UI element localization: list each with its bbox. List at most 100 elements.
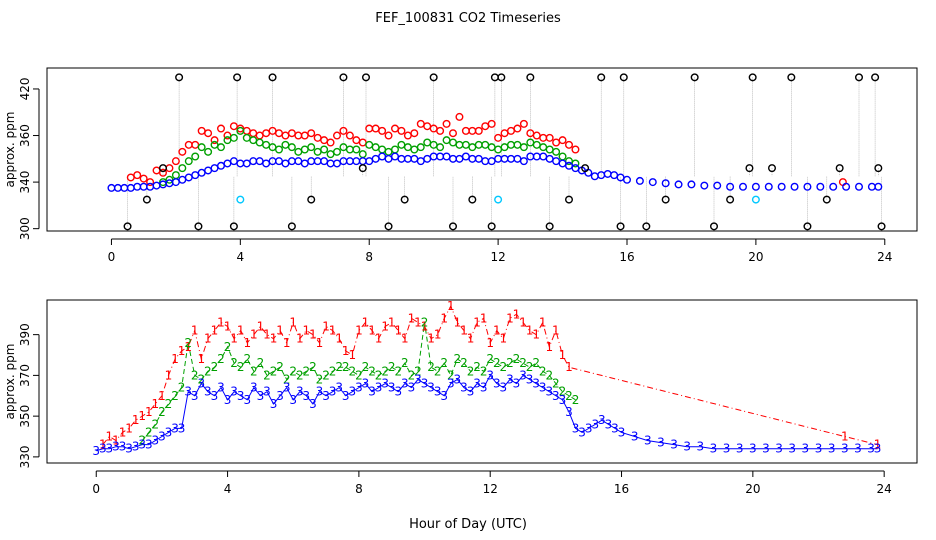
data-point-s0 — [519, 119, 528, 128]
data-point-s1 — [474, 140, 483, 149]
data-point-s0: 1 — [230, 332, 238, 346]
data-point-s2: 3 — [611, 421, 619, 435]
data-point-s2: 3 — [598, 413, 606, 427]
data-point-s2: 3 — [683, 440, 691, 454]
data-point-s2: 3 — [434, 385, 442, 399]
data-point-s2 — [764, 182, 773, 191]
data-point-s2: 3 — [670, 438, 678, 452]
data-point-s2 — [120, 183, 129, 192]
data-point-s3 — [362, 73, 371, 82]
data-point-s0 — [539, 133, 548, 142]
data-point-s1 — [558, 152, 567, 161]
data-point-s2 — [345, 157, 354, 166]
data-point-s1 — [178, 164, 187, 173]
data-point-s0: 1 — [467, 332, 475, 346]
data-point-s1 — [397, 140, 406, 149]
data-point-s0 — [300, 131, 309, 140]
data-point-s3 — [449, 222, 458, 231]
data-point-s1: 2 — [257, 356, 265, 370]
data-point-s0: 1 — [237, 324, 245, 338]
data-point-s0 — [191, 140, 200, 149]
data-point-s1 — [371, 143, 380, 152]
data-point-s3 — [233, 73, 242, 82]
data-point-s1: 2 — [480, 364, 488, 378]
data-point-s2 — [320, 157, 329, 166]
data-point-s3 — [487, 222, 496, 231]
data-point-s0: 1 — [552, 324, 560, 338]
y-tick-label: 360 — [18, 124, 32, 147]
data-point-s1 — [313, 147, 322, 156]
data-point-s2: 3 — [749, 442, 757, 456]
data-point-s0 — [513, 124, 522, 133]
data-point-s2 — [216, 161, 225, 170]
data-point-s1: 2 — [500, 360, 508, 374]
data-point-s2: 3 — [224, 393, 232, 407]
data-point-s0: 1 — [165, 368, 173, 382]
series-line-0 — [102, 304, 878, 446]
data-point-s2 — [236, 159, 245, 168]
data-point-s1: 2 — [158, 405, 166, 419]
data-point-s1 — [294, 147, 303, 156]
data-point-s1: 2 — [178, 381, 186, 395]
data-point-s0 — [507, 126, 516, 135]
data-point-s0: 1 — [513, 307, 521, 321]
data-point-s2 — [803, 182, 812, 191]
data-point-s0 — [423, 122, 432, 131]
data-point-s1: 2 — [506, 356, 514, 370]
data-point-s2 — [597, 171, 606, 180]
data-point-s2: 3 — [99, 442, 107, 456]
data-point-s1: 2 — [427, 360, 435, 374]
data-point-s2: 3 — [250, 381, 258, 395]
data-point-s0 — [139, 174, 148, 183]
data-point-s1: 2 — [184, 336, 192, 350]
data-point-s0: 1 — [486, 336, 494, 350]
data-point-s0: 1 — [158, 389, 166, 403]
data-point-s1: 2 — [191, 368, 199, 382]
data-point-s1 — [216, 143, 225, 152]
x-axis-title: Hour of Day (UTC) — [409, 517, 527, 532]
data-point-s2 — [751, 182, 760, 191]
data-point-s1: 2 — [309, 360, 317, 374]
data-point-s2: 3 — [184, 385, 192, 399]
data-point-s2: 3 — [526, 372, 534, 386]
data-point-s0 — [558, 136, 567, 145]
data-point-s2 — [416, 157, 425, 166]
data-point-s0: 1 — [559, 348, 567, 362]
data-point-s2 — [365, 157, 374, 166]
data-point-s2: 3 — [394, 385, 402, 399]
data-point-s2: 3 — [237, 389, 245, 403]
data-point-s2 — [210, 164, 219, 173]
data-point-s3 — [710, 222, 719, 231]
data-point-s2: 3 — [211, 389, 219, 403]
data-point-s2 — [623, 175, 632, 184]
data-point-s3 — [726, 195, 735, 204]
data-point-s0: 1 — [250, 328, 258, 342]
data-point-s2: 3 — [532, 377, 540, 391]
data-point-s0 — [352, 136, 361, 145]
data-point-s0: 1 — [184, 340, 192, 354]
data-point-s1: 2 — [138, 434, 146, 448]
data-point-s2 — [184, 173, 193, 182]
data-point-s0 — [565, 140, 574, 149]
data-point-s1: 2 — [322, 368, 330, 382]
data-point-s2: 3 — [788, 442, 796, 456]
data-point-s2: 3 — [828, 442, 836, 456]
data-point-s3 — [229, 222, 238, 231]
data-point-s1: 2 — [316, 372, 324, 386]
x-tick-label: 0 — [108, 250, 116, 264]
data-point-s0: 1 — [145, 405, 153, 419]
data-point-s3 — [822, 195, 831, 204]
data-point-s1: 2 — [552, 377, 560, 391]
data-point-s2: 3 — [506, 372, 514, 386]
data-point-s2: 3 — [329, 385, 337, 399]
data-point-s2: 3 — [815, 442, 823, 456]
data-point-s1: 2 — [486, 352, 494, 366]
data-point-s2 — [713, 181, 722, 190]
data-point-s0: 1 — [99, 438, 107, 452]
data-point-s1 — [487, 143, 496, 152]
data-point-s1: 2 — [440, 356, 448, 370]
data-point-s3 — [175, 73, 184, 82]
data-point-s1 — [429, 140, 438, 149]
data-point-s2: 3 — [513, 377, 521, 391]
data-point-s0 — [197, 126, 206, 135]
